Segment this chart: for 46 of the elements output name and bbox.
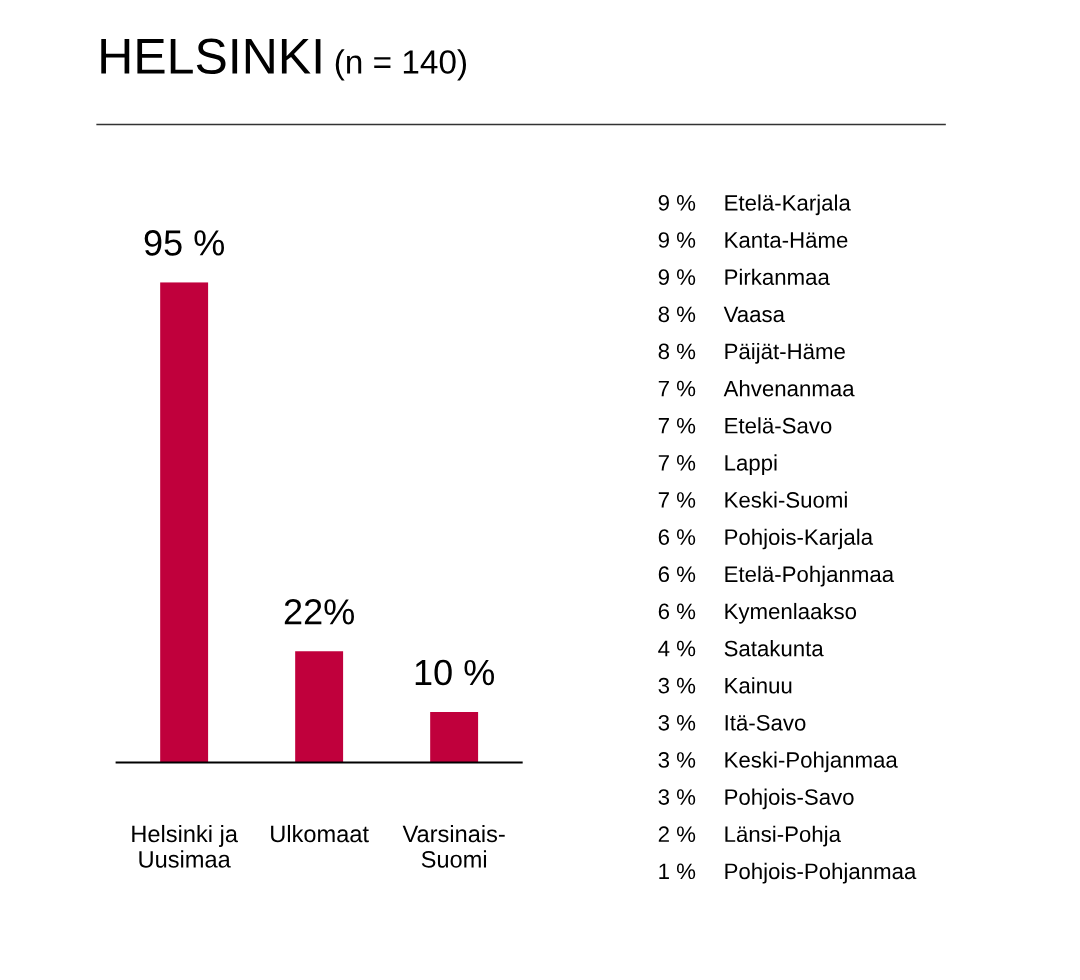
category-label: Etelä-Savo (725, 417, 832, 434)
category-label: Pohjois-Savo (725, 788, 854, 810)
text: 9 % (658, 232, 696, 248)
data-label: 10 % (415, 659, 495, 686)
text: 4 % (658, 640, 696, 657)
category-label: Kymenlaakso (725, 602, 857, 624)
category-label: Keski-Suomi (725, 491, 847, 508)
category-label: Lappi (725, 454, 777, 476)
text: 7 % (658, 417, 696, 434)
text: 7 % (658, 380, 696, 397)
category-label: Länsi-Pohja (725, 825, 841, 847)
text: 2 % (658, 826, 696, 842)
text: 3 % (658, 752, 696, 768)
text: 6 % (658, 529, 696, 545)
category-label: Vaasa (723, 306, 785, 323)
text: 3 % (658, 714, 696, 731)
text: 6 % (658, 566, 696, 583)
text: 3 % (658, 677, 696, 694)
text: 9 % (658, 269, 696, 286)
text: 7 % (658, 492, 696, 508)
text: 3 % (658, 789, 696, 805)
category-label: Itä-Savo (725, 714, 806, 731)
x-tick-label: Helsinki ja Uusimaa (132, 824, 238, 868)
category-label: Keski-Pohjanmaa (725, 751, 898, 773)
text: 6 % (658, 603, 696, 620)
x-tick-label: Varsinais- Suomi (402, 824, 505, 868)
chart-subtitle: (n = 140) (335, 49, 466, 81)
text: 9 % (658, 195, 696, 211)
category-label: Etelä-Pohjanmaa (725, 565, 895, 587)
text: 8 % (658, 343, 696, 360)
category-label: Päijät-Häme (725, 342, 845, 364)
category-label: Ahvenanmaa (723, 380, 855, 397)
category-label: Kanta-Häme (725, 232, 848, 248)
chart-title: HELSINKI (101, 38, 321, 74)
category-label: Pohjois-Karjala (725, 528, 874, 550)
category-label: Pirkanmaa (725, 268, 830, 286)
category-label: Satakunta (724, 640, 824, 657)
text: 1 % (659, 863, 696, 880)
category-label: Kainuu (725, 677, 792, 694)
data-label: 22% (284, 599, 354, 625)
text: 8 % (658, 306, 696, 323)
x-tick-label: Ulkomaat (271, 824, 369, 843)
category-label: Pohjois-Pohjanmaa (725, 862, 917, 884)
data-label: 95 % (144, 230, 225, 256)
category-label: Etelä-Karjala (725, 194, 851, 216)
text: 7 % (658, 455, 696, 471)
